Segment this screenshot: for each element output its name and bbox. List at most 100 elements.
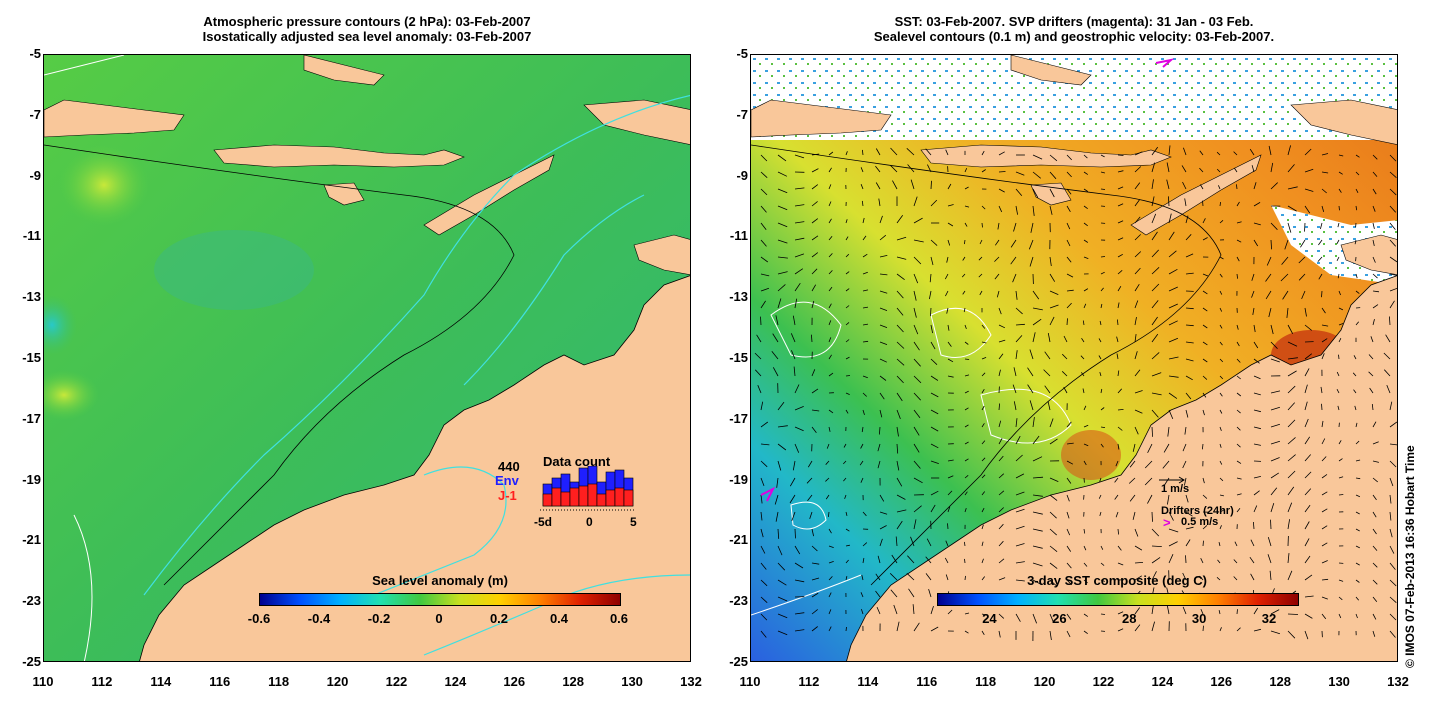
velocity-arrow <box>1066 528 1071 536</box>
velocity-arrow <box>1098 494 1102 499</box>
velocity-arrow <box>964 474 969 479</box>
velocity-arrow <box>1253 324 1256 333</box>
velocity-arrow <box>1032 417 1035 428</box>
data-count-title: Data count <box>543 454 611 469</box>
velocity-arrow <box>789 494 796 504</box>
velocity-arrow <box>1083 613 1089 617</box>
velocity-arrow <box>811 388 819 394</box>
velocity-arrow <box>1098 355 1102 360</box>
velocity-arrow <box>862 253 868 258</box>
velocity-arrow <box>1134 562 1144 564</box>
velocity-arrow <box>1368 371 1374 377</box>
velocity-arrow <box>981 630 985 636</box>
velocity-arrow <box>945 290 949 297</box>
velocity-arrow <box>877 460 881 469</box>
velocity-arrow <box>861 426 864 433</box>
velocity-arrow <box>1372 273 1378 279</box>
velocity-arrow <box>930 180 932 190</box>
velocity-arrow <box>1134 199 1141 207</box>
velocity-arrow <box>1098 338 1102 343</box>
velocity-arrow <box>1168 213 1172 224</box>
drifter-track <box>1155 58 1175 68</box>
velocity-arrow <box>1132 511 1136 520</box>
velocity-arrow <box>1134 390 1143 394</box>
velocity-arrow <box>1100 562 1105 566</box>
velocity-arrow <box>944 273 949 280</box>
velocity-arrow <box>1151 545 1162 547</box>
velocity-arrow <box>772 367 779 377</box>
velocity-arrow <box>1185 511 1193 517</box>
velocity-arrow <box>879 538 883 547</box>
velocity-arrow <box>913 273 919 284</box>
velocity-arrow <box>896 341 905 349</box>
velocity-arrow <box>1301 290 1306 300</box>
java-island <box>751 99 892 138</box>
velocity-arrow <box>760 579 768 587</box>
velocity-arrow <box>1032 290 1040 300</box>
velocity-arrow <box>828 592 832 598</box>
velocity-arrow <box>961 273 966 278</box>
velocity-arrow <box>1287 145 1291 156</box>
velocity-arrow <box>811 153 820 156</box>
velocity-arrow <box>1185 253 1194 258</box>
velocity-arrow <box>811 218 819 224</box>
velocity-arrow <box>1253 202 1261 207</box>
velocity-arrow <box>1151 571 1157 581</box>
velocity-arrow <box>1236 443 1241 448</box>
velocity-arrow <box>947 222 954 227</box>
velocity-arrow <box>1318 273 1323 280</box>
velocity-arrow <box>1304 613 1313 619</box>
velocity-arrow <box>1168 511 1174 521</box>
velocity-arrow <box>981 423 985 428</box>
velocity-arrow <box>1355 273 1358 279</box>
velocity-arrow <box>845 511 848 516</box>
negative-anomaly-blob <box>154 230 314 310</box>
velocity-arrow <box>1219 494 1224 497</box>
velocity-arrow <box>1083 288 1089 292</box>
velocity-arrow <box>1013 367 1017 377</box>
velocity-arrow <box>1117 409 1124 411</box>
velocity-arrow <box>1185 358 1194 362</box>
velocity-arrow <box>1219 290 1223 295</box>
velocity-arrow <box>879 255 888 258</box>
left-y-tick-label: -7 <box>29 106 41 122</box>
velocity-arrow <box>1338 323 1344 326</box>
velocity-arrow <box>1320 222 1323 230</box>
velocity-arrow <box>964 205 970 208</box>
velocity-arrow <box>1369 387 1374 394</box>
j1-count-bar <box>623 489 634 507</box>
velocity-arrow <box>1287 570 1293 581</box>
velocity-arrow <box>1287 454 1296 462</box>
velocity-arrow <box>913 239 924 243</box>
velocity-arrow <box>1100 271 1105 275</box>
velocity-arrow <box>1355 459 1361 462</box>
velocity-arrow <box>1151 231 1158 241</box>
velocity-arrow <box>1066 545 1072 552</box>
data-count-axis-start: -5d <box>534 515 552 529</box>
velocity-arrow <box>1372 460 1379 463</box>
velocity-arrow <box>1219 525 1222 530</box>
velocity-arrow <box>845 392 850 395</box>
velocity-arrow <box>1032 545 1043 549</box>
velocity-arrow <box>1372 290 1380 293</box>
velocity-arrow <box>845 528 850 532</box>
velocity-arrow <box>862 392 867 397</box>
velocity-arrow <box>1287 324 1294 334</box>
velocity-arrow <box>1151 213 1157 224</box>
australia-land <box>139 275 690 661</box>
velocity-arrow <box>794 629 805 632</box>
velocity-arrow <box>1287 205 1297 212</box>
velocity-arrow <box>1368 354 1374 360</box>
velocity-arrow <box>1049 494 1058 501</box>
velocity-arrow <box>1304 188 1314 192</box>
velocity-arrow <box>1253 182 1257 190</box>
velocity-arrow <box>1151 283 1160 292</box>
velocity-arrow <box>777 188 788 194</box>
velocity-arrow <box>1338 476 1344 479</box>
velocity-arrow <box>927 164 932 173</box>
velocity-arrow <box>1270 406 1281 411</box>
velocity-arrow <box>1304 488 1312 496</box>
velocity-arrow <box>1066 613 1072 620</box>
velocity-arrow <box>1083 460 1087 466</box>
velocity-arrow <box>1049 613 1054 623</box>
